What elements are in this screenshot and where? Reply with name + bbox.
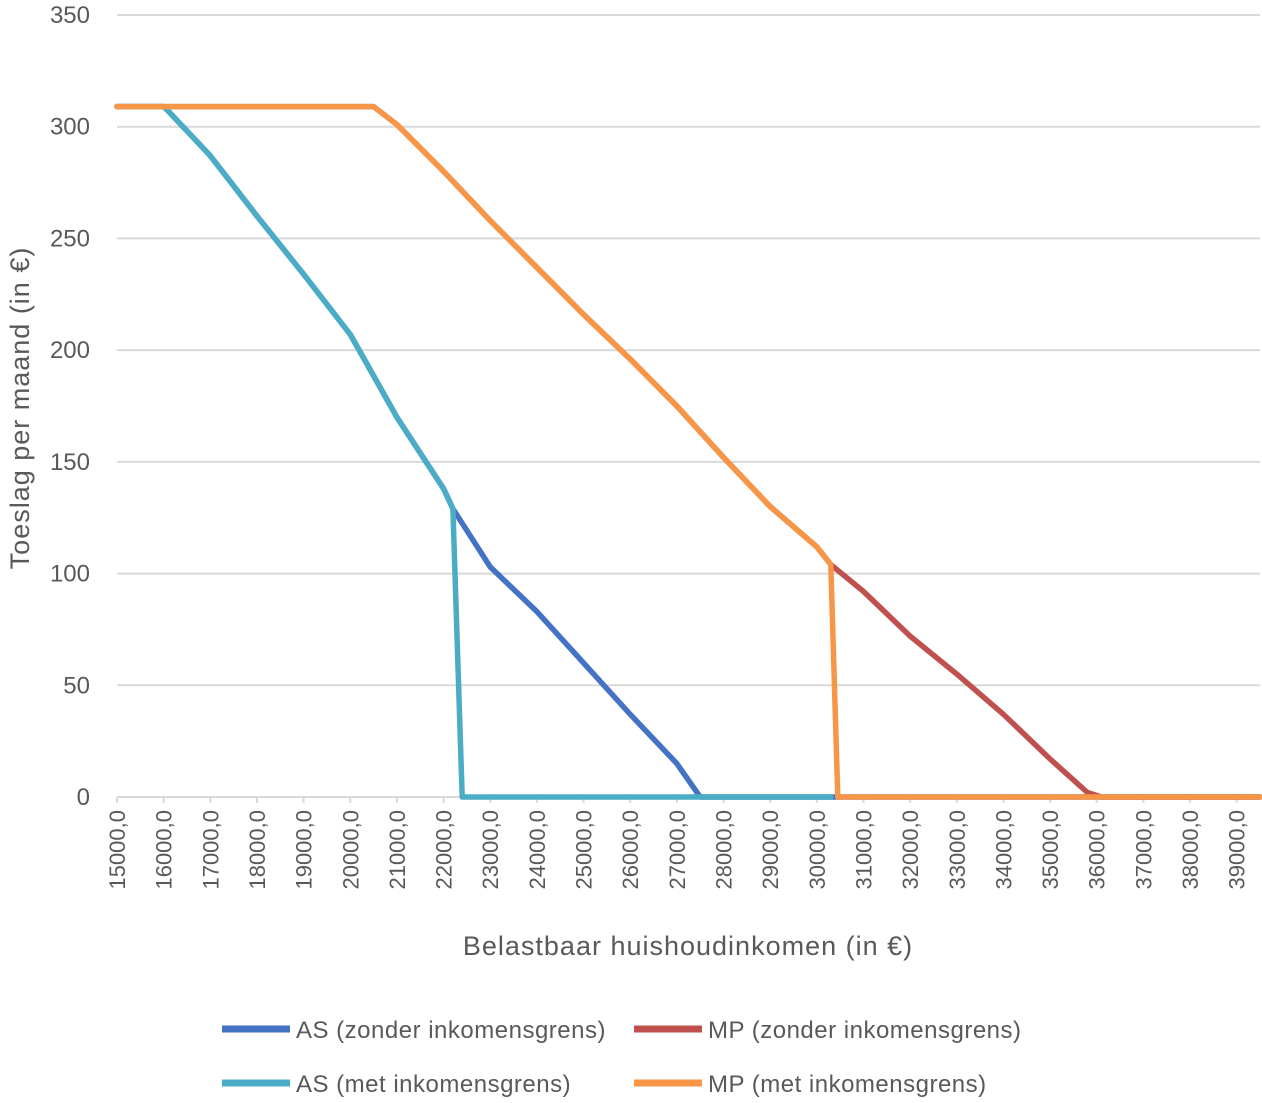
x-tick-label: 34000,0	[991, 810, 1016, 890]
y-tick-label: 350	[50, 2, 90, 29]
x-axis-ticks: 15000,0 16000,0 17000,0 18000,0 19000,0 20000…	[105, 797, 1250, 890]
y-axis-ticks: 0 50 100 150 200 250 300 350	[50, 2, 90, 811]
x-axis-title: Belastbaar huishoudinkomen (in €)	[463, 931, 913, 961]
x-tick-label: 38000,0	[1178, 810, 1203, 890]
series-line	[114, 103, 834, 800]
legend-label: MP (zonder inkomensgrens)	[708, 1017, 1022, 1044]
series-line	[114, 103, 1262, 800]
x-tick-label: 17000,0	[198, 810, 223, 890]
series-line	[114, 103, 1262, 800]
legend-label: AS (zonder inkomensgrens)	[296, 1017, 606, 1044]
x-tick-label: 23000,0	[478, 810, 503, 890]
x-tick-label: 29000,0	[758, 810, 783, 890]
series-lines	[114, 103, 1262, 800]
x-tick-label: 22000,0	[432, 810, 457, 890]
y-tick-label: 300	[50, 114, 90, 141]
legend-item: MP (zonder inkomensgrens)	[634, 1017, 1022, 1044]
legend-label: MP (met inkomensgrens)	[708, 1071, 987, 1098]
x-tick-label: 27000,0	[665, 810, 690, 890]
x-tick-label: 32000,0	[898, 810, 923, 890]
y-tick-label: 50	[63, 672, 90, 699]
gridlines	[117, 14, 1260, 798]
x-tick-label: 33000,0	[945, 810, 970, 890]
legend-item: MP (met inkomensgrens)	[634, 1071, 987, 1098]
x-tick-label: 37000,0	[1131, 810, 1156, 890]
x-tick-label: 28000,0	[711, 810, 736, 890]
x-tick-label: 26000,0	[618, 810, 643, 890]
x-tick-label: 36000,0	[1085, 810, 1110, 890]
x-tick-label: 19000,0	[292, 810, 317, 890]
y-tick-label: 250	[50, 225, 90, 252]
x-tick-label: 16000,0	[152, 810, 177, 890]
legend-label: AS (met inkomensgrens)	[296, 1071, 571, 1098]
x-tick-label: 20000,0	[338, 810, 363, 890]
x-tick-label: 30000,0	[805, 810, 830, 890]
x-tick-label: 18000,0	[245, 810, 270, 890]
y-tick-label: 0	[77, 784, 90, 811]
x-tick-label: 15000,0	[105, 810, 130, 890]
x-tick-label: 24000,0	[525, 810, 550, 890]
y-tick-label: 100	[50, 561, 90, 588]
y-axis-title: Toeslag per maand (in €)	[5, 247, 35, 570]
series-line	[114, 103, 1262, 800]
x-tick-label: 39000,0	[1225, 810, 1250, 890]
x-tick-label: 35000,0	[1038, 810, 1063, 890]
legend: AS (zonder inkomensgrens) MP (zonder ink…	[222, 1017, 1022, 1098]
x-tick-label: 25000,0	[572, 810, 597, 890]
x-tick-label: 21000,0	[385, 810, 410, 890]
legend-item: AS (zonder inkomensgrens)	[222, 1017, 606, 1044]
legend-item: AS (met inkomensgrens)	[222, 1071, 571, 1098]
y-tick-label: 200	[50, 337, 90, 364]
x-tick-label: 31000,0	[851, 810, 876, 890]
y-tick-label: 150	[50, 449, 90, 476]
